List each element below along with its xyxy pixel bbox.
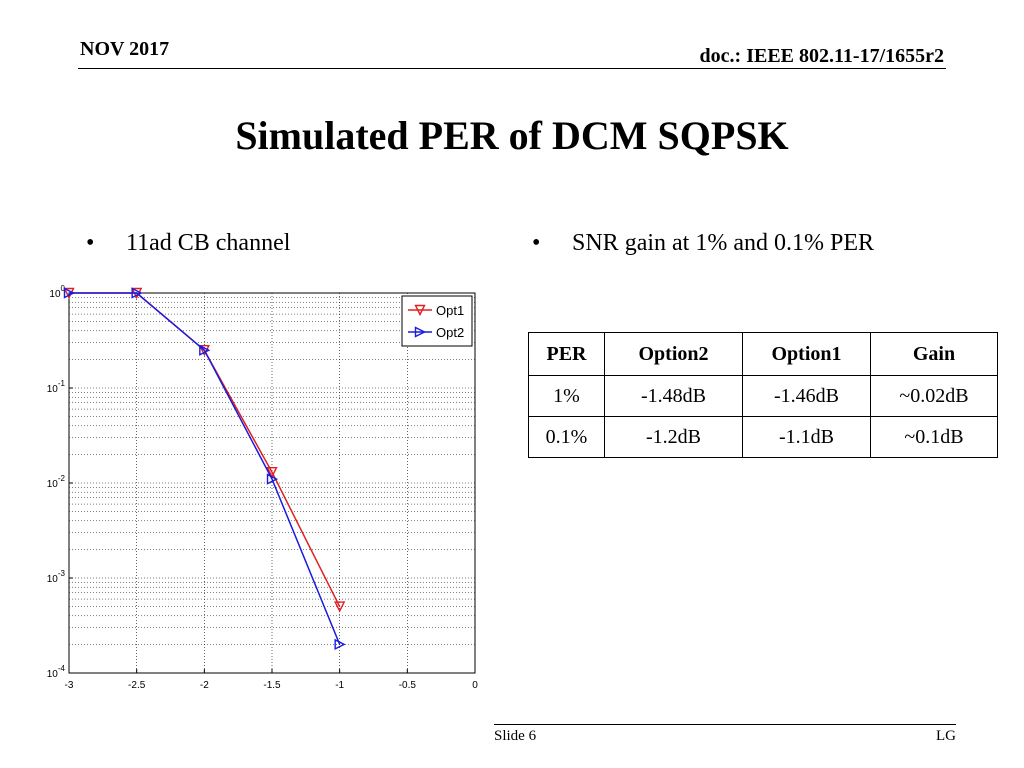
x-tick-label: -0.5 <box>399 680 417 691</box>
data-point-opt1 <box>266 466 278 479</box>
series-opt2 <box>63 287 346 651</box>
slide-title: Simulated PER of DCM SQPSK <box>235 113 789 158</box>
y-tick-label: 100 <box>49 284 65 300</box>
bullet-snr-gain: • SNR gain at 1% and 0.1% PER <box>532 230 874 257</box>
data-point-opt2 <box>199 344 211 356</box>
y-tick-label: 10-2 <box>47 474 66 490</box>
bullet-text: SNR gain at 1% and 0.1% PER <box>572 230 874 256</box>
snr-gain-table: PER Option2 Option1 Gain 1% -1.48dB -1.4… <box>528 332 998 458</box>
x-tick-label: -1 <box>335 680 344 691</box>
data-point-opt1 <box>334 601 346 613</box>
header-date: NOV 2017 <box>80 38 170 60</box>
legend-marker-opt1 <box>414 304 426 317</box>
header-doc-id: doc.: IEEE 802.11-17/1655r2 <box>699 45 944 67</box>
table-cell: 1% <box>528 375 605 417</box>
bullet-dot: • <box>532 230 541 256</box>
bullet-channel: • 11ad CB channel <box>86 230 290 257</box>
table-header-row: PER Option2 Option1 Gain <box>528 332 998 376</box>
legend-marker-opt2 <box>414 326 427 338</box>
table-cell: -1.46dB <box>742 375 871 417</box>
y-tick-label: 10-3 <box>47 569 66 585</box>
x-tick-label: 0 <box>472 680 478 691</box>
table-cell: -1.48dB <box>604 375 743 417</box>
table-header-option1: Option1 <box>742 332 871 376</box>
bullet-text: 11ad CB channel <box>126 230 291 256</box>
table-header-option2: Option2 <box>604 332 743 376</box>
data-point-opt2 <box>266 473 279 485</box>
table-cell: -1.1dB <box>742 416 871 458</box>
table-row: 0.1% -1.2dB -1.1dB ~0.1dB <box>528 416 998 458</box>
x-tick-label: -2.5 <box>128 680 146 691</box>
chart-grid <box>69 293 475 673</box>
x-tick-label: -2 <box>200 680 209 691</box>
per-chart-svg: -3 -2.5 -2 -1.5 -1 -0.5 0 100 10-1 10-2 10-3 10-4 O… <box>47 284 478 691</box>
legend-label-opt1: Opt1 <box>436 303 464 318</box>
table-row: 1% -1.48dB -1.46dB ~0.02dB <box>528 375 998 417</box>
footer-slide-number: Slide 6 <box>494 728 537 744</box>
data-point-opt1 <box>198 344 210 357</box>
per-chart: -3 -2.5 -2 -1.5 -1 -0.5 0 100 10-1 10-2 10-3 10-4 O… <box>40 280 480 700</box>
legend-box <box>401 295 473 347</box>
table-header-gain: Gain <box>870 332 998 376</box>
data-point-opt2 <box>63 287 76 299</box>
table-cell: ~0.1dB <box>870 416 998 458</box>
data-point-opt2 <box>334 638 346 651</box>
chart-series <box>63 287 346 651</box>
table-header-per: PER <box>528 332 605 376</box>
bullet-dot: • <box>86 230 95 256</box>
footer-org: LG <box>936 728 956 744</box>
legend-label-opt2: Opt2 <box>436 325 464 340</box>
y-tick-label: 10-4 <box>47 664 66 680</box>
series-line-opt2 <box>69 292 341 645</box>
footer-divider <box>494 724 956 725</box>
y-tick-label: 10-1 <box>47 379 66 395</box>
table-cell: ~0.02dB <box>870 375 998 417</box>
x-tick-label: -1.5 <box>263 680 281 691</box>
data-point-opt2 <box>131 287 143 299</box>
x-tick-label: -3 <box>65 680 74 691</box>
header-divider <box>78 68 946 69</box>
chart-legend: Opt1 Opt2 <box>401 295 473 347</box>
table-cell: -1.2dB <box>604 416 743 458</box>
table-cell: 0.1% <box>528 416 605 458</box>
